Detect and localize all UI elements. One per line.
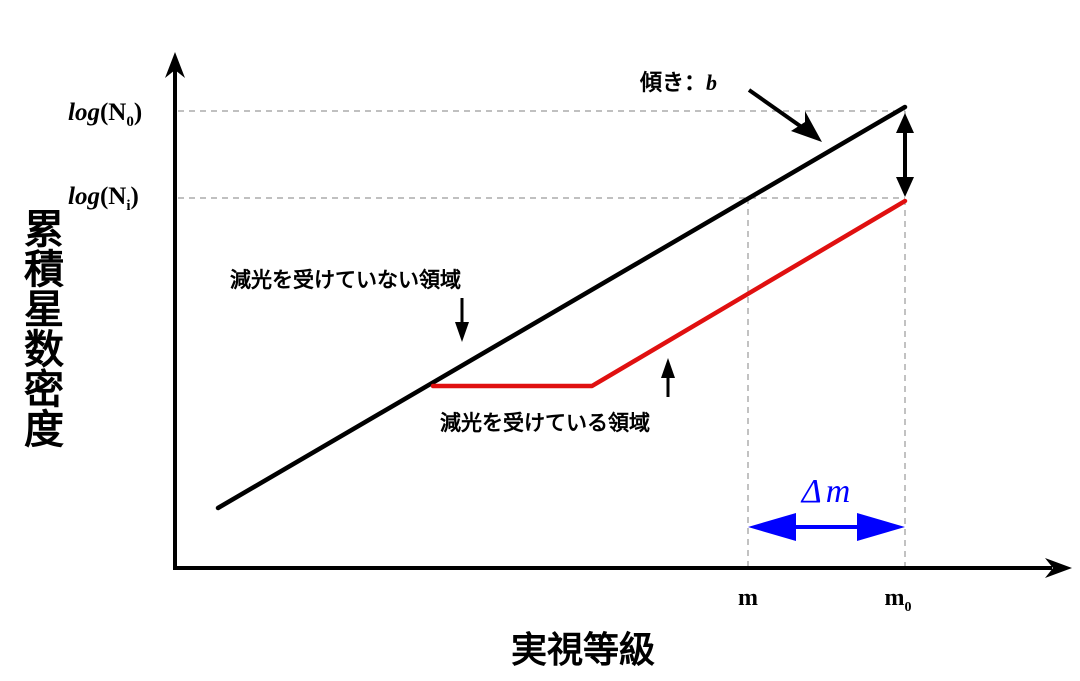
x-tick-m0: m0: [885, 585, 912, 615]
extincted-pointer-arrow: [661, 358, 675, 397]
y-axis-title: 累積星数密度: [17, 208, 64, 448]
difference-double-arrow: [896, 113, 914, 197]
slope-label: 傾き：b: [639, 70, 717, 96]
x-axis-arrowhead: [1045, 558, 1072, 578]
unextincted-pointer-arrow: [455, 298, 469, 342]
extincted-region-label: 減光を受けている領域: [440, 411, 650, 435]
extincted-line: [430, 198, 908, 389]
axes: [165, 52, 1072, 578]
x-tick-m: m: [738, 585, 758, 611]
guide-lines: [178, 110, 906, 566]
y-tick-log-n0: log(N0): [68, 99, 142, 130]
x-axis-title: 実視等級: [511, 630, 655, 671]
unextincted-line: [215, 104, 908, 511]
unextincted-region-label: 減光を受けていない領域: [230, 268, 461, 292]
y-axis-arrowhead: [165, 52, 185, 78]
y-tick-log-ni: log(Ni): [68, 183, 139, 214]
delta-m-arrow: [748, 513, 905, 541]
slope-pointer-arrow: [747, 88, 822, 142]
